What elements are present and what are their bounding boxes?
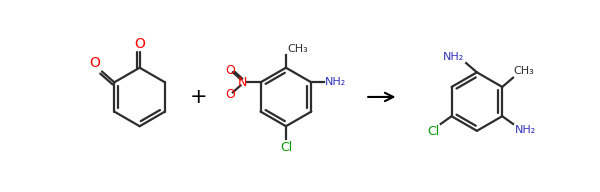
- Text: Cl: Cl: [427, 125, 439, 138]
- Text: CH₃: CH₃: [514, 66, 535, 76]
- Text: N: N: [238, 76, 248, 89]
- Text: NH₂: NH₂: [515, 125, 536, 135]
- Text: NH₂: NH₂: [443, 51, 464, 62]
- Text: O: O: [226, 64, 236, 76]
- Text: O: O: [134, 37, 145, 51]
- Text: O: O: [89, 56, 100, 70]
- Text: NH₂: NH₂: [325, 77, 346, 87]
- Text: +: +: [190, 87, 207, 107]
- Text: CH₃: CH₃: [287, 44, 308, 54]
- Text: Cl: Cl: [280, 141, 292, 154]
- Text: O: O: [226, 88, 236, 101]
